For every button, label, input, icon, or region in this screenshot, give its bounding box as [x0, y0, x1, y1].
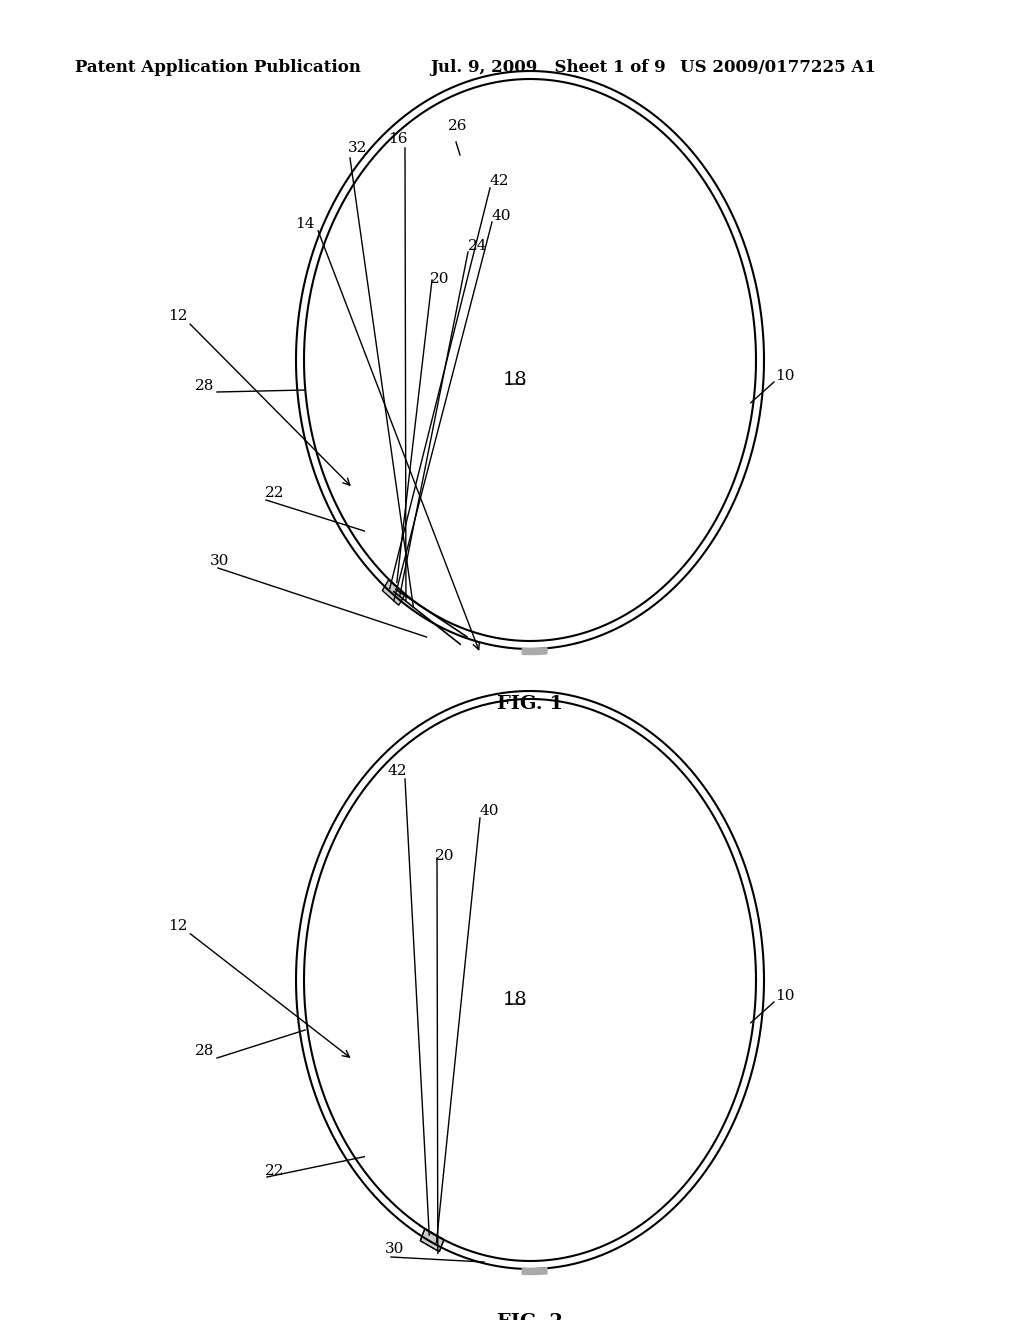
Text: 12: 12 [168, 309, 187, 323]
Text: 42: 42 [490, 174, 510, 187]
Text: 10: 10 [775, 370, 795, 383]
Text: 30: 30 [210, 554, 229, 568]
Text: US 2009/0177225 A1: US 2009/0177225 A1 [680, 59, 876, 77]
Polygon shape [382, 579, 406, 606]
Text: FIG. 1: FIG. 1 [497, 696, 563, 713]
Text: 28: 28 [195, 1044, 214, 1059]
Polygon shape [420, 1229, 444, 1251]
Text: 40: 40 [492, 209, 512, 223]
Text: 30: 30 [385, 1242, 404, 1257]
Text: 32: 32 [348, 141, 368, 154]
Text: 28: 28 [195, 379, 214, 393]
Text: 20: 20 [430, 272, 450, 286]
Text: 22: 22 [265, 486, 285, 500]
Text: 14: 14 [295, 216, 314, 231]
Text: 12: 12 [168, 919, 187, 933]
Text: Jul. 9, 2009   Sheet 1 of 9: Jul. 9, 2009 Sheet 1 of 9 [430, 59, 666, 77]
Text: FIG. 2: FIG. 2 [497, 1313, 563, 1320]
Text: 42: 42 [388, 764, 408, 777]
Text: 26: 26 [449, 119, 468, 133]
Text: 20: 20 [435, 849, 455, 863]
Text: 18: 18 [503, 371, 527, 389]
Text: 18: 18 [503, 991, 527, 1008]
Text: 40: 40 [480, 804, 500, 818]
Text: 16: 16 [388, 132, 408, 147]
Text: 24: 24 [468, 239, 487, 253]
Text: 10: 10 [775, 989, 795, 1003]
Text: Patent Application Publication: Patent Application Publication [75, 59, 360, 77]
Text: 22: 22 [265, 1164, 285, 1177]
